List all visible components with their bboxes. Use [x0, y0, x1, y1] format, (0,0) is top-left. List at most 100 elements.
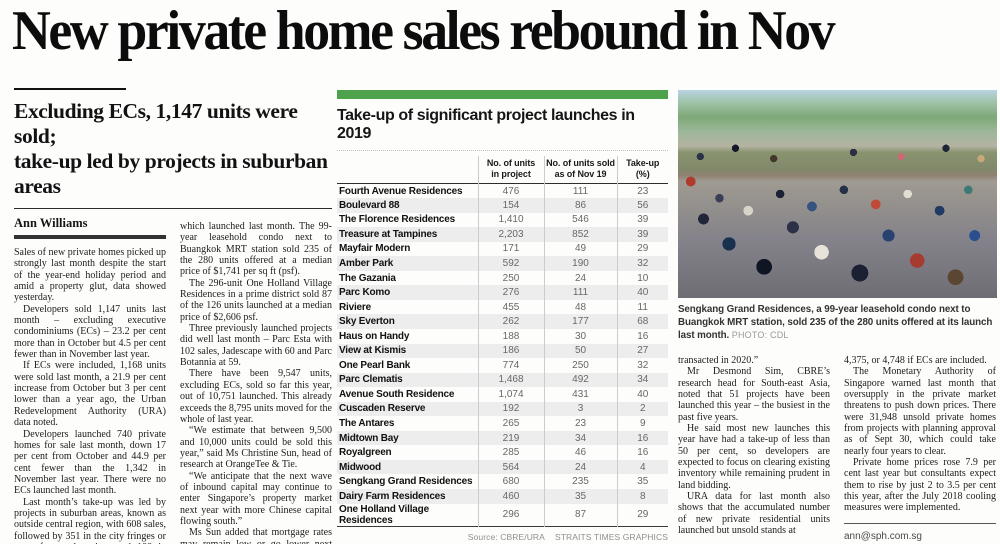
email-rule	[844, 522, 996, 524]
table-row: Treasure at Tampines 2,203 852 39	[337, 227, 668, 242]
project-name: Mayfair Modern	[339, 243, 411, 255]
project-name: Fourth Avenue Residences	[339, 185, 463, 197]
takeup-percent: 2	[616, 401, 668, 417]
dotted-rule	[337, 150, 668, 151]
table-row: Royalgreen 285 46 16	[337, 445, 668, 460]
takeup-percent: 40	[616, 387, 668, 402]
byline-rule	[14, 235, 166, 239]
project-name: The Florence Residences	[339, 214, 456, 226]
units-sold: 35	[543, 488, 617, 504]
units-in-project: 592	[477, 256, 544, 271]
article-column-3: transacted in 2020.” Mr Desmond Sim, CBRE…	[678, 355, 830, 542]
units-in-project: 192	[477, 401, 544, 417]
article-photo	[678, 90, 997, 298]
article-column-1: Sales of new private homes picked up str…	[14, 247, 166, 544]
units-in-project: 171	[477, 241, 544, 257]
paragraph: Last month’s take-up was led by projects…	[14, 496, 166, 544]
author-email[interactable]: ann@sph.com.sg	[844, 530, 922, 542]
units-in-project: 476	[477, 183, 544, 199]
table-source: Source: CBRE/URA	[467, 531, 545, 542]
units-in-project: 1,468	[477, 372, 544, 388]
table-row: Midtown Bay 219 34 16	[337, 430, 668, 446]
units-sold: 24	[543, 459, 617, 475]
paragraph: There have been 9,547 units, excluding E…	[180, 368, 332, 425]
takeup-percent: 16	[616, 328, 668, 344]
paragraph: Mr Desmond Sim, CBRE’s research head for…	[678, 366, 830, 423]
units-sold: 34	[543, 430, 617, 446]
takeup-percent: 8	[616, 488, 668, 504]
takeup-percent: 16	[616, 445, 668, 460]
project-name: Parc Clematis	[337, 372, 478, 388]
project-name: Parc Komo	[337, 285, 478, 300]
table-source-line: Source: CBRE/URA STRAITS TIMES GRAPHICS	[337, 532, 668, 542]
takeup-percent: 10	[616, 270, 668, 286]
paragraph: Sales of new private homes picked up str…	[14, 247, 166, 304]
project-name: The Antares	[339, 418, 395, 430]
subheadline: Excluding ECs, 1,147 units were sold; ta…	[14, 99, 328, 198]
paragraph: “We estimate that between 9,500 and 10,0…	[180, 425, 332, 471]
takeup-percent: 9	[616, 416, 668, 431]
paragraph: transacted in 2020.”	[678, 355, 759, 366]
project-name: Boulevard 88	[337, 198, 478, 213]
units-sold: 111	[543, 285, 617, 300]
paragraph: 4,375, or 4,748 if ECs are included.	[844, 355, 987, 366]
project-name: View at Kismis	[337, 343, 478, 359]
paragraph: Developers launched 740 private homes fo…	[14, 428, 166, 497]
units-in-project: 455	[477, 299, 544, 315]
table-credit: STRAITS TIMES GRAPHICS	[554, 531, 668, 542]
column-header-project	[337, 156, 478, 184]
takeup-percent: 32	[616, 256, 668, 271]
units-sold: 49	[543, 241, 617, 257]
units-sold: 48	[543, 299, 617, 315]
table-row: Riviere 455 48 11	[337, 299, 668, 315]
project-name: One Pearl Bank	[339, 359, 411, 371]
table-row: The Antares 265 23 9	[337, 416, 668, 431]
photo-caption-text: Sengkang Grand Residences, a 99-year lea…	[678, 304, 993, 341]
project-name: One Holland Village Residences	[339, 503, 429, 526]
units-sold: 852	[543, 227, 617, 242]
project-name: Avenue South Residence	[339, 388, 455, 400]
project-name: Riviere	[339, 301, 371, 313]
units-in-project: 219	[477, 430, 544, 446]
units-in-project: 680	[477, 474, 544, 489]
paragraph: URA data for last month also shows that …	[678, 491, 830, 537]
units-in-project: 2,203	[477, 227, 544, 242]
units-in-project: 262	[477, 314, 544, 329]
project-name: Cuscaden Reserve	[337, 401, 478, 417]
units-in-project: 564	[477, 459, 544, 475]
email-block: ann@sph.com.sg	[844, 522, 996, 542]
byline: Ann Williams	[14, 216, 88, 230]
takeup-percent: 39	[616, 212, 668, 228]
table-row: Haus on Handy 188 30 16	[337, 328, 668, 344]
paragraph: Three previously launched projects did w…	[180, 323, 332, 369]
table-row: The Florence Residences 1,410 546 39	[337, 212, 668, 228]
table-row: Sky Everton 262 177 68	[337, 314, 668, 329]
paragraph: The Monetary Authority of Singapore warn…	[844, 366, 996, 457]
takeup-percent: 11	[616, 299, 668, 315]
project-name: Midwood	[337, 459, 478, 475]
units-sold: 30	[543, 328, 617, 344]
units-sold: 50	[543, 343, 617, 359]
units-in-project: 285	[477, 445, 544, 460]
units-sold: 250	[543, 358, 617, 373]
project-name: Royalgreen	[339, 447, 392, 459]
project-name: Haus on Handy	[339, 330, 410, 342]
table-header-row: No. of units in project No. of units sol…	[337, 156, 668, 184]
takeup-percent: 40	[616, 285, 668, 300]
units-in-project: 154	[477, 198, 544, 213]
units-sold: 23	[543, 416, 617, 431]
units-in-project: 250	[477, 270, 544, 286]
table-row: One Holland Village Residences 296 87 29	[337, 503, 668, 527]
project-name: Dairy Farm Residences	[337, 488, 478, 504]
table-row: Cuscaden Reserve 192 3 2	[337, 401, 668, 417]
column-header-units: No. of units in project	[477, 156, 544, 184]
launch-table-section: Take-up of significant project launches …	[337, 90, 668, 542]
paragraph: Private home prices rose 7.9 per cent la…	[844, 457, 996, 514]
table-row: The Gazania 250 24 10	[337, 270, 668, 286]
subhead-rule	[14, 208, 332, 209]
takeup-percent: 56	[616, 198, 668, 213]
paragraph: Developers sold 1,147 units last month –…	[14, 303, 166, 361]
units-in-project: 186	[477, 343, 544, 359]
paragraph: The 296-unit One Holland Village Residen…	[180, 277, 332, 323]
units-in-project: 774	[477, 358, 544, 373]
